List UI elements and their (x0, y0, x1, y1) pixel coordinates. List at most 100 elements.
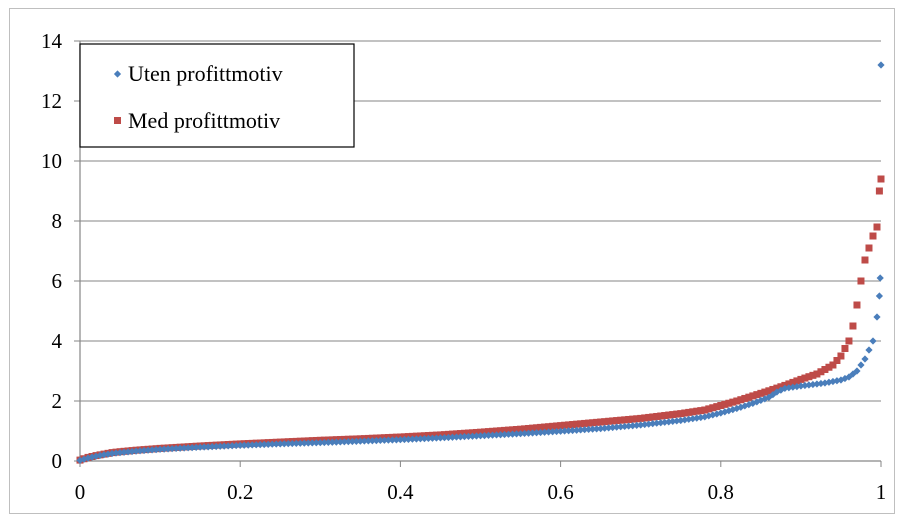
data-point-med-profittmotiv (605, 417, 613, 425)
data-point-uten-profittmotiv (717, 409, 725, 417)
data-point-med-profittmotiv (569, 421, 577, 429)
data-point-uten-profittmotiv (352, 437, 360, 445)
data-point-uten-profittmotiv (284, 440, 292, 448)
data-point-med-profittmotiv (845, 337, 853, 345)
data-point-uten-profittmotiv (857, 361, 865, 369)
data-point-uten-profittmotiv (508, 430, 517, 438)
data-point-uten-profittmotiv (360, 437, 368, 445)
data-point-uten-profittmotiv (552, 427, 561, 436)
data-point-uten-profittmotiv (809, 380, 817, 389)
data-point-uten-profittmotiv (789, 383, 797, 391)
data-point-uten-profittmotiv (853, 367, 861, 375)
data-point-med-profittmotiv (629, 415, 637, 423)
data-point-med-profittmotiv (709, 404, 717, 412)
data-point-uten-profittmotiv (749, 399, 757, 407)
data-point-uten-profittmotiv (633, 421, 641, 429)
data-point-uten-profittmotiv (613, 423, 621, 431)
x-tick-label: 0.6 (547, 480, 573, 504)
data-point-med-profittmotiv (505, 426, 513, 434)
data-points (76, 61, 885, 464)
data-point-med-profittmotiv (875, 187, 883, 195)
data-point-med-profittmotiv (837, 352, 845, 360)
data-point-med-profittmotiv (661, 412, 669, 420)
legend-label: Uten profittmotiv (128, 61, 283, 86)
data-point-uten-profittmotiv (713, 410, 721, 418)
data-point-med-profittmotiv (585, 419, 593, 427)
data-point-med-profittmotiv (721, 400, 729, 408)
y-tick-label: 12 (41, 89, 62, 113)
data-point-med-profittmotiv (741, 394, 749, 402)
data-point-med-profittmotiv (689, 408, 697, 416)
data-point-med-profittmotiv (717, 402, 725, 409)
data-point-uten-profittmotiv (204, 443, 212, 451)
data-point-uten-profittmotiv (328, 438, 336, 446)
data-point-uten-profittmotiv (184, 444, 192, 452)
data-point-uten-profittmotiv (132, 447, 140, 455)
data-point-uten-profittmotiv (500, 430, 509, 439)
data-point-med-profittmotiv (821, 366, 829, 373)
data-point-med-profittmotiv (593, 418, 601, 426)
data-point-med-profittmotiv (841, 345, 849, 352)
data-point-uten-profittmotiv (861, 355, 869, 363)
legend-box (79, 43, 355, 148)
data-point-uten-profittmotiv (116, 449, 124, 457)
data-point-uten-profittmotiv (476, 432, 485, 440)
data-point-uten-profittmotiv (296, 439, 304, 447)
data-point-uten-profittmotiv (300, 439, 308, 447)
data-point-uten-profittmotiv (312, 439, 320, 447)
data-point-uten-profittmotiv (216, 442, 224, 450)
data-point-med-profittmotiv (541, 423, 549, 431)
data-point-uten-profittmotiv (144, 446, 152, 454)
data-point-uten-profittmotiv (561, 427, 569, 435)
data-point-med-profittmotiv (797, 375, 805, 383)
data-point-uten-profittmotiv (440, 434, 449, 442)
x-tick-label: 0.2 (227, 480, 253, 504)
data-point-uten-profittmotiv (573, 426, 581, 434)
data-point-uten-profittmotiv (488, 431, 497, 439)
data-point-uten-profittmotiv (472, 432, 481, 440)
data-point-uten-profittmotiv (689, 415, 697, 423)
data-point-uten-profittmotiv (96, 451, 104, 460)
data-point-uten-profittmotiv (705, 412, 713, 420)
data-point-uten-profittmotiv (577, 426, 585, 434)
data-point-uten-profittmotiv (136, 447, 144, 455)
data-point-med-profittmotiv (861, 256, 869, 264)
data-point-med-profittmotiv (849, 322, 857, 330)
data-point-uten-profittmotiv (665, 418, 673, 426)
data-point-uten-profittmotiv (865, 346, 873, 354)
data-point-uten-profittmotiv (813, 380, 821, 388)
data-point-med-profittmotiv (869, 232, 877, 240)
data-point-uten-profittmotiv (512, 430, 521, 438)
data-point-uten-profittmotiv (224, 442, 232, 450)
data-point-uten-profittmotiv (368, 437, 376, 445)
data-point-med-profittmotiv (753, 391, 761, 399)
data-point-uten-profittmotiv (188, 444, 196, 452)
data-point-uten-profittmotiv (376, 436, 384, 445)
data-point-uten-profittmotiv (693, 414, 701, 422)
data-point-uten-profittmotiv (873, 313, 881, 321)
data-point-med-profittmotiv (625, 415, 633, 423)
data-point-uten-profittmotiv (480, 431, 489, 440)
data-point-med-profittmotiv (761, 388, 769, 396)
legend: Uten profittmotiv Med profittmotiv (79, 43, 355, 148)
data-point-uten-profittmotiv (452, 433, 461, 441)
data-point-med-profittmotiv (713, 403, 721, 411)
data-point-uten-profittmotiv (741, 402, 749, 410)
data-point-med-profittmotiv (853, 301, 861, 309)
x-tick-label: 0 (75, 480, 86, 504)
data-point-uten-profittmotiv (248, 441, 256, 449)
data-point-med-profittmotiv (677, 410, 685, 418)
data-point-uten-profittmotiv (168, 445, 176, 453)
data-point-uten-profittmotiv (496, 431, 505, 439)
data-point-med-profittmotiv (749, 392, 757, 400)
data-point-uten-profittmotiv (308, 439, 316, 447)
data-point-uten-profittmotiv (432, 434, 441, 442)
data-point-uten-profittmotiv (721, 408, 729, 416)
data-point-uten-profittmotiv (520, 429, 529, 438)
data-point-uten-profittmotiv (761, 395, 769, 403)
data-point-uten-profittmotiv (396, 436, 404, 444)
data-point-uten-profittmotiv (372, 437, 380, 445)
data-point-med-profittmotiv (549, 422, 557, 430)
data-point-uten-profittmotiv (268, 440, 276, 448)
data-point-med-profittmotiv (705, 405, 713, 413)
